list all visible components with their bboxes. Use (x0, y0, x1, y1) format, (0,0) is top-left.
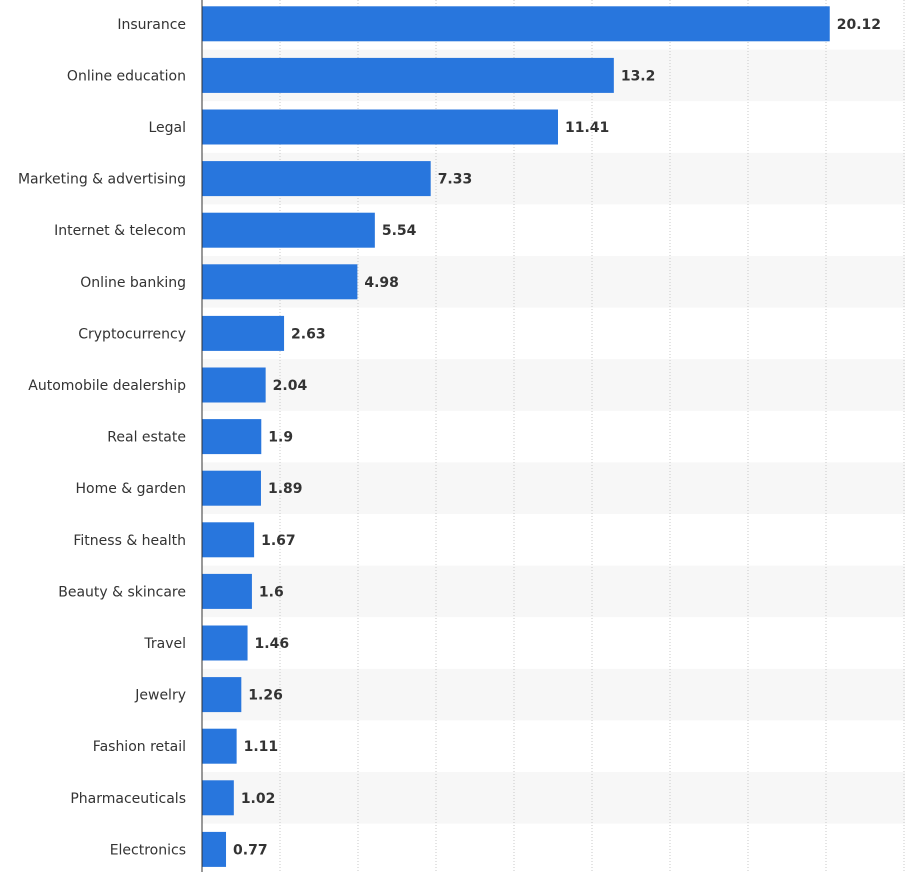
value-label: 11.41 (565, 120, 609, 136)
row-band (202, 359, 905, 411)
row-bands (202, 49, 905, 824)
bars (202, 6, 830, 867)
row-band (202, 565, 905, 618)
bar (202, 677, 242, 713)
bar (202, 57, 614, 93)
row-band (202, 462, 905, 514)
bar (202, 625, 248, 661)
value-label: 0.77 (233, 842, 268, 858)
category-labels: Insurance Online education Legal Marketing … (18, 17, 186, 859)
value-label: 1.02 (241, 791, 276, 807)
bar (202, 522, 255, 558)
category-label: Beauty & skincare (58, 584, 186, 600)
category-label: Home & garden (75, 481, 186, 497)
bar (202, 161, 431, 197)
category-label: Cryptocurrency (78, 326, 186, 342)
category-label: Travel (143, 636, 186, 652)
bar (202, 367, 266, 403)
bar (202, 264, 358, 300)
bar (202, 6, 830, 42)
value-label: 7.33 (438, 172, 473, 188)
bar (202, 831, 227, 867)
row-band (202, 668, 905, 721)
value-label: 13.2 (621, 68, 656, 84)
category-label: Internet & telecom (54, 223, 186, 239)
bar (202, 728, 237, 764)
gridlines (279, 0, 905, 872)
category-label: Automobile dealership (28, 378, 186, 394)
value-label: 1.89 (268, 481, 303, 497)
bar (202, 573, 252, 609)
value-label: 1.11 (244, 739, 279, 755)
value-label: 4.98 (364, 275, 399, 291)
bar (202, 780, 234, 816)
category-label: Online education (67, 68, 186, 84)
category-label: Online banking (80, 275, 186, 291)
value-label: 5.54 (382, 223, 417, 239)
value-label: 1.46 (255, 636, 290, 652)
value-label: 1.9 (268, 430, 293, 446)
value-label: 20.12 (837, 17, 881, 33)
category-label: Jewelry (134, 688, 186, 704)
bar (202, 419, 262, 455)
category-label: Fitness & health (73, 533, 186, 549)
row-band (202, 772, 905, 824)
value-label: 2.63 (291, 326, 326, 342)
category-label: Electronics (110, 842, 186, 858)
value-label: 2.04 (273, 378, 308, 394)
value-label: 1.67 (261, 533, 296, 549)
category-label: Real estate (107, 430, 186, 446)
bar (202, 109, 558, 145)
category-label: Pharmaceuticals (70, 791, 186, 807)
value-labels: 20.12 13.2 11.41 7.33 5.54 4.98 2.63 2.04 1.9 1.8… (233, 17, 881, 859)
value-label: 1.26 (248, 688, 283, 704)
category-label: Insurance (117, 17, 186, 33)
category-label: Fashion retail (93, 739, 186, 755)
bar (202, 315, 285, 351)
bar (202, 470, 261, 506)
category-label: Marketing & advertising (18, 172, 186, 188)
category-label: Legal (148, 120, 186, 136)
value-label: 1.6 (259, 584, 284, 600)
bar (202, 212, 375, 248)
